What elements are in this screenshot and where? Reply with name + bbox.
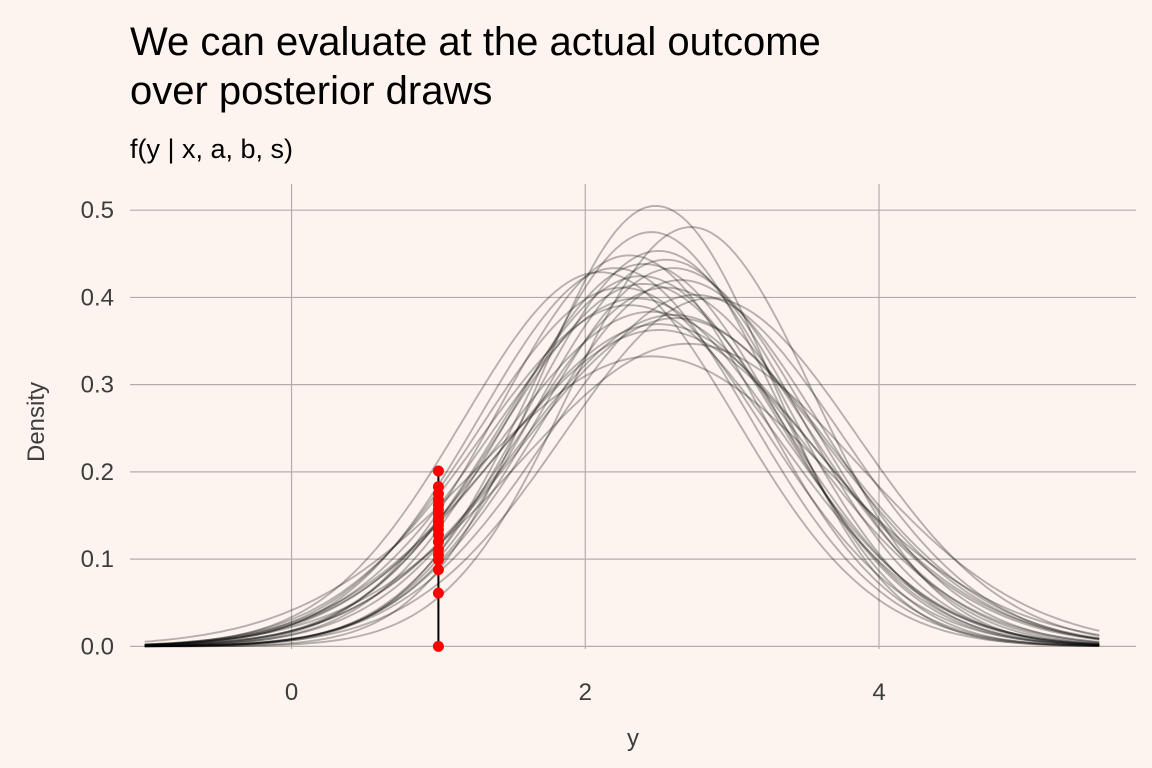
density-point bbox=[432, 554, 444, 566]
density-curve bbox=[144, 286, 1100, 647]
density-curve bbox=[144, 297, 1100, 648]
y-tick-label: 0.1 bbox=[81, 546, 114, 573]
density-curve bbox=[144, 204, 1100, 648]
density-curve bbox=[144, 263, 1100, 647]
density-point bbox=[432, 465, 444, 477]
grid-lines bbox=[130, 184, 1136, 649]
density-point bbox=[432, 640, 444, 652]
density-curve bbox=[144, 249, 1100, 648]
y-tick-label: 0.3 bbox=[81, 372, 114, 399]
density-curve bbox=[144, 286, 1100, 647]
density-curve bbox=[144, 267, 1100, 648]
density-curve bbox=[144, 329, 1100, 646]
density-curve bbox=[144, 254, 1100, 647]
chart-title-line-1: We can evaluate at the actual outcome bbox=[130, 20, 821, 64]
density-curve bbox=[144, 310, 1100, 646]
density-curve bbox=[144, 231, 1100, 648]
density-curve bbox=[144, 258, 1100, 648]
density-curve bbox=[144, 355, 1100, 643]
x-axis-ticks: 0 2 4 bbox=[285, 679, 886, 706]
y-tick-label: 0.5 bbox=[81, 197, 114, 224]
density-curve bbox=[144, 317, 1100, 647]
density-curve bbox=[144, 271, 1100, 647]
density-curve bbox=[144, 342, 1100, 646]
density-curve bbox=[144, 323, 1100, 646]
density-curve bbox=[144, 282, 1100, 647]
actual-outcome-marks bbox=[432, 465, 444, 652]
density-curve bbox=[144, 226, 1100, 648]
density-curve bbox=[144, 293, 1100, 648]
density-point bbox=[432, 536, 444, 548]
y-tick-label: 0.2 bbox=[81, 459, 114, 486]
y-tick-label: 0.4 bbox=[81, 284, 114, 311]
x-tick-label: 4 bbox=[872, 679, 885, 706]
x-tick-label: 0 bbox=[285, 679, 298, 706]
density-curve bbox=[144, 275, 1100, 647]
chart-title-line-2: over posterior draws bbox=[130, 69, 492, 113]
density-curve bbox=[144, 304, 1100, 646]
density-curve bbox=[144, 313, 1100, 647]
density-curve bbox=[144, 267, 1100, 647]
density-point bbox=[432, 587, 444, 599]
chart-subtitle: f(y | x, a, b, s) bbox=[130, 134, 293, 164]
x-axis-title: y bbox=[627, 725, 639, 752]
density-point bbox=[432, 564, 444, 576]
y-axis-title: Density bbox=[23, 382, 50, 462]
density-curve bbox=[144, 279, 1100, 648]
density-curve bbox=[144, 297, 1100, 647]
x-tick-label: 2 bbox=[579, 679, 592, 706]
y-tick-label: 0.0 bbox=[81, 633, 114, 660]
y-axis-ticks: 0.0 0.1 0.2 0.3 0.4 0.5 bbox=[81, 197, 114, 660]
density-curves bbox=[144, 204, 1100, 648]
